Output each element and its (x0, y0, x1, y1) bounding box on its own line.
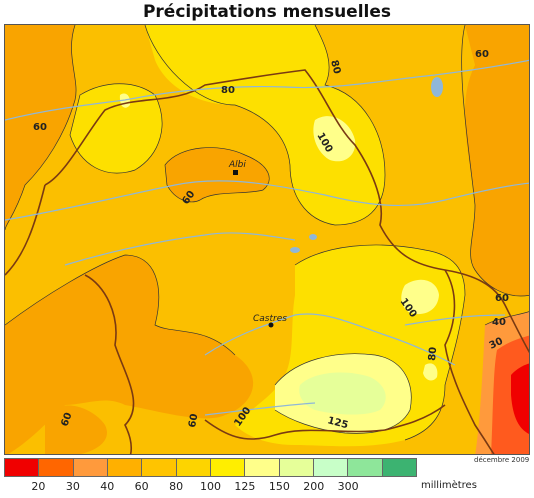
zone-100-125-small (423, 363, 438, 381)
legend-swatch-10 (348, 459, 383, 476)
contour-label-80-a: 80 (221, 85, 235, 96)
legend-tick-100: 100 (200, 480, 221, 493)
contour-label-125: 125 (326, 415, 349, 431)
legend-tick-30: 30 (65, 480, 80, 493)
zone-40-60-albi (165, 147, 270, 202)
contour-label-40: 40 (492, 317, 506, 328)
contour-label-60-a: 60 (33, 122, 47, 133)
department-borders (5, 69, 529, 454)
legend-swatch-5 (176, 459, 211, 476)
legend-tick-20: 20 (31, 480, 46, 493)
zone-40-60-bottom-left (45, 405, 107, 454)
legend-swatch-7 (245, 459, 280, 476)
legend-tick-150: 150 (268, 480, 290, 493)
rivers (5, 59, 529, 416)
zone-100-125-east (401, 279, 439, 315)
legend-tick-40: 40 (100, 480, 115, 493)
legend-tick-80: 80 (169, 480, 184, 493)
contour-label-60-c: 60 (475, 49, 489, 60)
zone-80-100-north (145, 25, 385, 225)
zone-40-60-southwest (5, 255, 254, 454)
contour-label-60-d: 60 (495, 293, 509, 304)
legend-swatch-1 (39, 459, 74, 476)
map-canvas: 60 60 60 60 60 60 80 80 80 100 100 100 1… (5, 25, 529, 454)
map-date: décembre 2009 (474, 456, 530, 464)
city-label-albi: Albi (228, 160, 246, 170)
legend-swatch-3 (107, 459, 143, 476)
contour-label-80-b: 80 (328, 59, 342, 75)
color-legend (4, 458, 417, 477)
precipitation-map: 60 60 60 60 60 60 80 80 80 100 100 100 1… (4, 24, 530, 455)
legend-tick-60: 60 (134, 480, 149, 493)
lakes (290, 77, 443, 253)
zone-40-60-west (5, 25, 77, 230)
legend-swatch-9 (313, 459, 349, 476)
legend-swatch-4 (142, 459, 177, 476)
contour-label-60-e: 60 (59, 411, 74, 428)
legend-swatch-0 (5, 459, 40, 476)
zone-125-150 (299, 372, 386, 415)
contour-lines (5, 25, 529, 441)
legend-tick-200: 200 (303, 480, 325, 493)
legend-swatch-11 (382, 459, 416, 476)
zone-below-20 (511, 363, 529, 434)
zone-40-60-east (464, 25, 529, 296)
legend-swatch-6 (210, 459, 246, 476)
zone-80-100-northwest (70, 83, 163, 174)
contour-label-60-f: 60 (187, 413, 200, 429)
albi-marker (233, 170, 238, 175)
legend-swatch-8 (279, 459, 314, 476)
legend-swatch-2 (73, 459, 108, 476)
castres-marker (268, 322, 274, 328)
legend-unit: millimètres (421, 480, 477, 491)
contour-label-30: 30 (488, 336, 505, 352)
contour-label-80-c: 80 (427, 346, 439, 361)
map-title: Précipitations mensuelles (142, 2, 392, 22)
legend-ticks: 20 30 40 60 80 100 125 150 200 300 (4, 480, 417, 494)
city-label-castres: Castres (253, 314, 287, 324)
legend-tick-125: 125 (234, 480, 256, 493)
zone-100-125-north (313, 116, 356, 162)
legend-tick-300: 300 (337, 480, 359, 493)
